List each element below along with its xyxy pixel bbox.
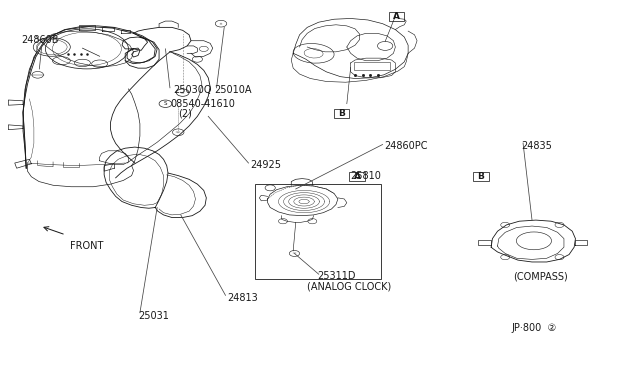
Text: (COMPASS): (COMPASS) (513, 272, 568, 282)
Text: (ANALOG CLOCK): (ANALOG CLOCK) (307, 281, 392, 291)
Text: B: B (477, 172, 484, 181)
Text: 25030Q: 25030Q (173, 86, 212, 95)
Bar (349, 172, 365, 181)
Text: 24860PC: 24860PC (384, 141, 428, 151)
Bar (355, 62, 390, 70)
Text: 25311D: 25311D (317, 271, 356, 281)
Text: 24860B: 24860B (21, 35, 59, 45)
Bar (473, 172, 488, 181)
Text: S: S (164, 101, 167, 106)
Text: A: A (353, 172, 360, 181)
Text: B: B (339, 109, 345, 118)
Text: JP·800  ②: JP·800 ② (511, 323, 557, 333)
Text: 24813: 24813 (227, 293, 258, 303)
Text: (2): (2) (178, 109, 192, 119)
Text: FRONT: FRONT (70, 241, 103, 251)
Text: 08540-41610: 08540-41610 (170, 99, 235, 109)
Bar (389, 12, 404, 21)
Text: 25010A: 25010A (214, 86, 252, 95)
Bar (334, 109, 349, 118)
Text: 25810: 25810 (351, 171, 381, 181)
Text: A: A (393, 12, 400, 21)
Text: 24835: 24835 (521, 141, 552, 151)
Bar (255, 184, 381, 279)
Text: 24925: 24925 (250, 160, 281, 170)
Text: 25031: 25031 (138, 311, 169, 321)
